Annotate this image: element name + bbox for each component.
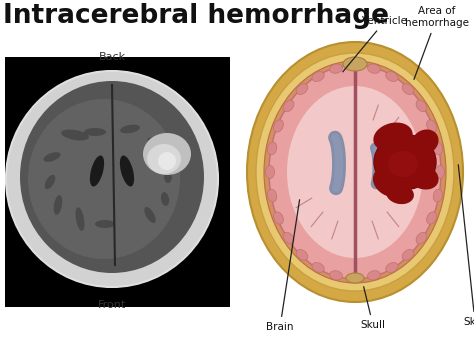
Ellipse shape <box>44 152 61 162</box>
Ellipse shape <box>143 133 191 175</box>
Ellipse shape <box>45 175 55 189</box>
Text: Front: Front <box>98 300 126 310</box>
Ellipse shape <box>267 189 277 202</box>
Ellipse shape <box>287 86 423 258</box>
Ellipse shape <box>436 166 445 178</box>
Text: Skin: Skin <box>458 165 474 327</box>
Ellipse shape <box>54 195 62 215</box>
Ellipse shape <box>411 130 438 155</box>
Ellipse shape <box>386 262 398 272</box>
Ellipse shape <box>264 61 446 283</box>
Ellipse shape <box>374 122 413 151</box>
Ellipse shape <box>161 192 169 206</box>
Text: Area of
hemorrhage: Area of hemorrhage <box>405 6 469 79</box>
Ellipse shape <box>296 84 308 95</box>
Text: Ventricle: Ventricle <box>343 16 408 72</box>
Ellipse shape <box>433 142 443 155</box>
Ellipse shape <box>273 212 283 224</box>
Ellipse shape <box>416 100 427 112</box>
Ellipse shape <box>120 125 140 133</box>
Ellipse shape <box>402 250 414 260</box>
Ellipse shape <box>283 232 294 244</box>
Ellipse shape <box>147 144 181 174</box>
Ellipse shape <box>330 64 343 73</box>
Ellipse shape <box>269 65 441 279</box>
Ellipse shape <box>265 166 274 178</box>
Ellipse shape <box>416 232 427 244</box>
Text: Brain: Brain <box>266 200 300 332</box>
Ellipse shape <box>164 171 172 183</box>
Ellipse shape <box>158 152 176 170</box>
Ellipse shape <box>6 71 218 287</box>
Ellipse shape <box>386 71 398 81</box>
Ellipse shape <box>427 212 437 224</box>
Ellipse shape <box>330 271 343 280</box>
FancyBboxPatch shape <box>5 57 230 307</box>
Ellipse shape <box>28 99 180 259</box>
Ellipse shape <box>247 42 463 302</box>
Ellipse shape <box>348 273 362 282</box>
Ellipse shape <box>273 120 283 132</box>
Ellipse shape <box>283 100 294 112</box>
Text: Skull: Skull <box>361 287 385 330</box>
Ellipse shape <box>388 151 418 177</box>
Ellipse shape <box>267 142 277 155</box>
Ellipse shape <box>312 262 324 272</box>
Ellipse shape <box>367 64 380 73</box>
Ellipse shape <box>256 53 454 291</box>
Text: Intracerebral hemorrhage: Intracerebral hemorrhage <box>3 3 389 29</box>
Ellipse shape <box>296 250 308 260</box>
Ellipse shape <box>433 189 443 202</box>
Text: Back: Back <box>99 52 126 62</box>
Ellipse shape <box>348 61 362 70</box>
Ellipse shape <box>84 128 106 136</box>
Ellipse shape <box>427 120 437 132</box>
Ellipse shape <box>75 207 84 231</box>
Ellipse shape <box>120 155 134 187</box>
Ellipse shape <box>408 165 438 190</box>
Ellipse shape <box>386 184 414 204</box>
Ellipse shape <box>144 207 155 223</box>
Ellipse shape <box>374 135 436 190</box>
Ellipse shape <box>147 137 163 147</box>
Ellipse shape <box>402 84 414 95</box>
Ellipse shape <box>90 155 104 187</box>
Ellipse shape <box>312 71 324 81</box>
Ellipse shape <box>373 167 407 197</box>
Ellipse shape <box>61 130 89 141</box>
Ellipse shape <box>343 57 367 71</box>
Ellipse shape <box>367 271 380 280</box>
Ellipse shape <box>95 220 115 228</box>
Ellipse shape <box>20 81 204 273</box>
Ellipse shape <box>346 273 364 283</box>
